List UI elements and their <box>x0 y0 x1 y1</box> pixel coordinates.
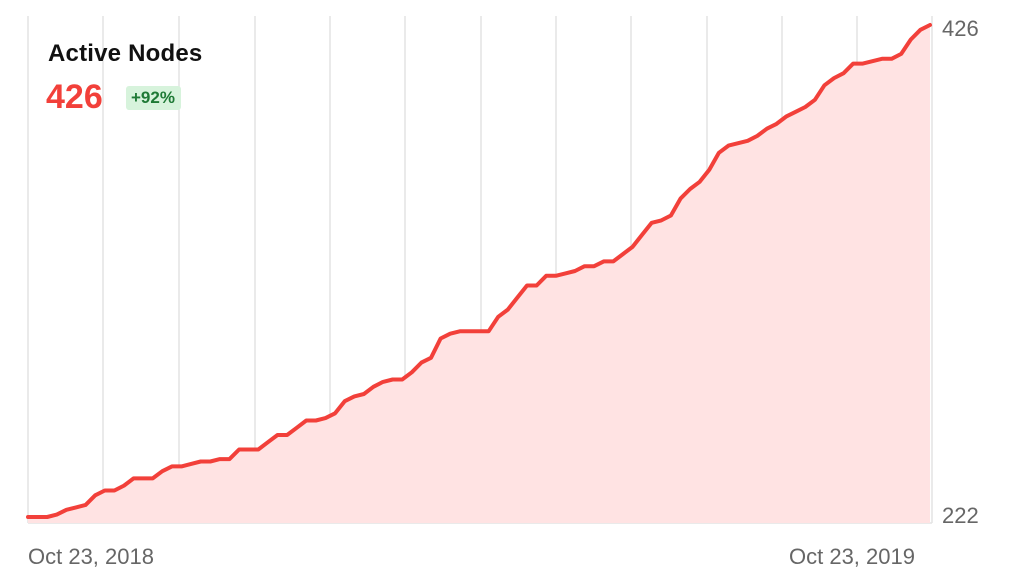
chart-title: Active Nodes <box>48 40 203 67</box>
area-fill <box>28 25 930 523</box>
y-tick-label-min: 222 <box>942 503 979 528</box>
change-badge: +92% <box>126 86 181 110</box>
y-tick-label-max: 426 <box>942 16 979 41</box>
series-line <box>26 23 932 519</box>
x-tick-label-end: Oct 23, 2019 <box>789 544 915 569</box>
x-tick-label-start: Oct 23, 2018 <box>28 544 154 569</box>
current-value: 426 <box>46 78 103 116</box>
